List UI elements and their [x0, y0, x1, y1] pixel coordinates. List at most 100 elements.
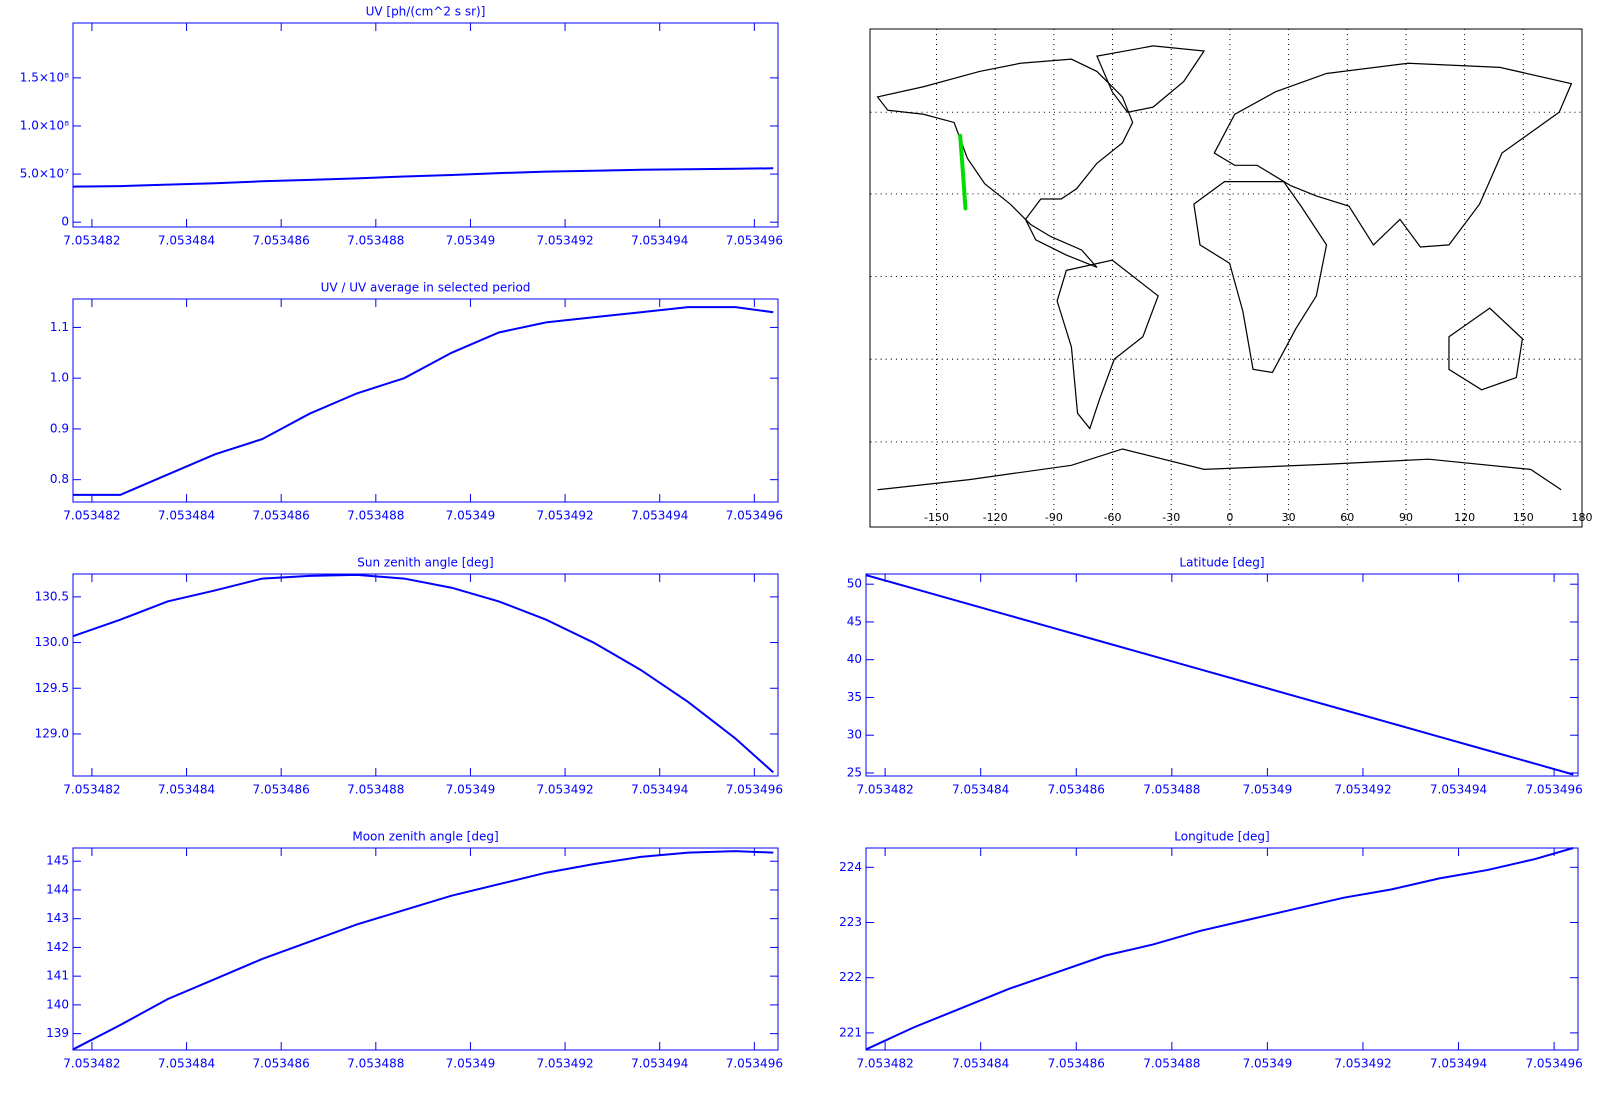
map-label x-tick-label: 150	[1513, 511, 1534, 524]
chart-title: Longitude [deg]	[1174, 830, 1269, 844]
x-tick-label: 7.05349	[1243, 783, 1293, 797]
x-tick-label: 7.053486	[1048, 1057, 1105, 1071]
chart-title: Moon zenith angle [deg]	[352, 830, 498, 844]
x-tick-label: 7.05349	[446, 234, 496, 248]
y-tick-label: 1.0	[50, 371, 69, 385]
x-tick-label: 7.053482	[856, 1057, 913, 1071]
y-tick-label: 224	[839, 860, 862, 874]
map-label x-tick-label: 60	[1340, 511, 1354, 524]
x-tick-label: 7.053484	[158, 1057, 215, 1071]
greenland	[1096, 45, 1206, 113]
x-tick-label: 7.05349	[446, 509, 496, 523]
y-tick-label: 40	[847, 652, 862, 666]
south-america	[1056, 259, 1159, 430]
x-tick-label: 7.053486	[253, 1057, 310, 1071]
data-line	[865, 847, 1574, 1051]
australia	[1448, 307, 1524, 391]
x-tick-label: 7.053488	[347, 509, 404, 523]
y-tick-label: 142	[46, 940, 69, 954]
north-america	[876, 58, 1134, 268]
antarctica	[877, 448, 1562, 491]
x-tick-label: 7.05349	[446, 783, 496, 797]
x-tick-label: 7.053484	[158, 783, 215, 797]
map-label x-tick-label: -120	[983, 511, 1008, 524]
data-line	[865, 574, 1574, 776]
y-tick-label: 25	[847, 765, 862, 779]
y-tick-label: 1.5×10⁸	[20, 70, 69, 84]
plot-frame	[865, 847, 1579, 1051]
y-tick-label: 223	[839, 915, 862, 929]
plot-frame	[72, 22, 779, 228]
y-tick-label: 0.9	[50, 421, 69, 435]
y-tick-label: 130.0	[35, 635, 69, 649]
x-tick-label: 7.053496	[1525, 783, 1582, 797]
y-tick-label: 221	[839, 1025, 862, 1039]
y-tick-label: 145	[46, 854, 69, 868]
y-tick-label: 143	[46, 911, 69, 925]
x-tick-label: 7.053492	[536, 509, 593, 523]
x-tick-label: 7.053484	[952, 1057, 1009, 1071]
africa	[1193, 181, 1328, 374]
map-label x-tick-label: -90	[1045, 511, 1063, 524]
data-line	[73, 306, 774, 496]
x-tick-label: 7.053486	[253, 783, 310, 797]
x-tick-label: 7.053494	[631, 509, 688, 523]
plot-frame	[72, 573, 779, 777]
map-label x-tick-label: -60	[1104, 511, 1122, 524]
data-line	[72, 573, 774, 774]
y-tick-label: 139	[46, 1026, 69, 1040]
y-tick-label: 50	[847, 577, 862, 591]
plot-frame	[72, 298, 779, 503]
y-tick-label: 1.1	[50, 320, 69, 334]
x-tick-label: 7.053488	[1143, 1057, 1200, 1071]
y-tick-label: 1.0×10⁸	[20, 118, 69, 132]
chart-title: Latitude [deg]	[1179, 556, 1264, 570]
y-tick-label: 130.5	[35, 589, 69, 603]
y-tick-label: 35	[847, 690, 862, 704]
ground-track	[958, 133, 968, 211]
x-tick-label: 7.053492	[1334, 1057, 1391, 1071]
x-tick-label: 7.053484	[158, 509, 215, 523]
x-tick-label: 7.053496	[726, 234, 783, 248]
x-tick-label: 7.05349	[1243, 1057, 1293, 1071]
x-tick-label: 7.053496	[726, 509, 783, 523]
map-label x-tick-label: -30	[1162, 511, 1180, 524]
map-label x-tick-label: 120	[1454, 511, 1475, 524]
x-tick-label: 7.053488	[1143, 783, 1200, 797]
y-tick-label: 0.8	[50, 472, 69, 486]
data-line	[72, 167, 774, 188]
x-tick-label: 7.053494	[1430, 1057, 1487, 1071]
y-tick-label: 144	[46, 882, 69, 896]
x-tick-label: 7.053496	[726, 783, 783, 797]
chart-title: Sun zenith angle [deg]	[357, 556, 493, 570]
map-frame	[869, 28, 1583, 528]
x-tick-label: 7.053484	[158, 234, 215, 248]
y-tick-label: 129.0	[35, 726, 69, 740]
y-tick-label: 5.0×10⁷	[20, 167, 69, 181]
y-tick-label: 0	[61, 215, 69, 229]
x-tick-label: 7.053484	[952, 783, 1009, 797]
map-label x-tick-label: 180	[1572, 511, 1593, 524]
x-tick-label: 7.053496	[1525, 1057, 1582, 1071]
x-tick-label: 7.053486	[1048, 783, 1105, 797]
x-tick-label: 7.053496	[726, 1057, 783, 1071]
x-tick-label: 7.053488	[347, 234, 404, 248]
y-tick-label: 141	[46, 969, 69, 983]
x-tick-label: 7.053494	[631, 234, 688, 248]
eurasia	[1213, 62, 1573, 248]
x-tick-label: 7.053488	[347, 783, 404, 797]
y-tick-label: 45	[847, 614, 862, 628]
x-tick-label: 7.053486	[253, 509, 310, 523]
data-line	[72, 850, 774, 1051]
x-tick-label: 7.053482	[63, 783, 120, 797]
x-tick-label: 7.053482	[856, 783, 913, 797]
y-tick-label: 140	[46, 997, 69, 1011]
plot-frame	[865, 573, 1579, 777]
x-tick-label: 7.05349	[446, 1057, 496, 1071]
x-tick-label: 7.053482	[63, 509, 120, 523]
x-tick-label: 7.053494	[631, 1057, 688, 1071]
map-coastlines	[870, 45, 1582, 491]
plot-frame	[72, 847, 779, 1051]
x-tick-label: 7.053494	[631, 783, 688, 797]
